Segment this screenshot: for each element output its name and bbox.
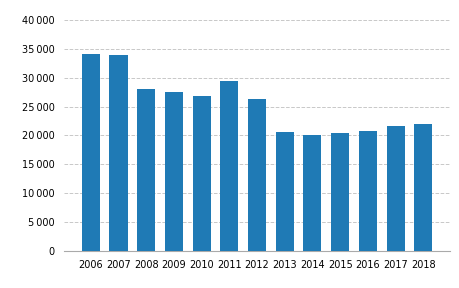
Bar <box>359 131 377 251</box>
Bar <box>193 96 211 251</box>
Bar <box>82 54 100 251</box>
Bar <box>220 81 238 251</box>
Bar <box>303 135 321 251</box>
Bar <box>248 99 266 251</box>
Bar <box>276 132 294 251</box>
Bar <box>414 124 432 251</box>
Bar <box>331 133 349 251</box>
Bar <box>165 92 183 251</box>
Bar <box>386 126 404 251</box>
Bar <box>110 55 128 251</box>
Bar <box>137 89 155 251</box>
